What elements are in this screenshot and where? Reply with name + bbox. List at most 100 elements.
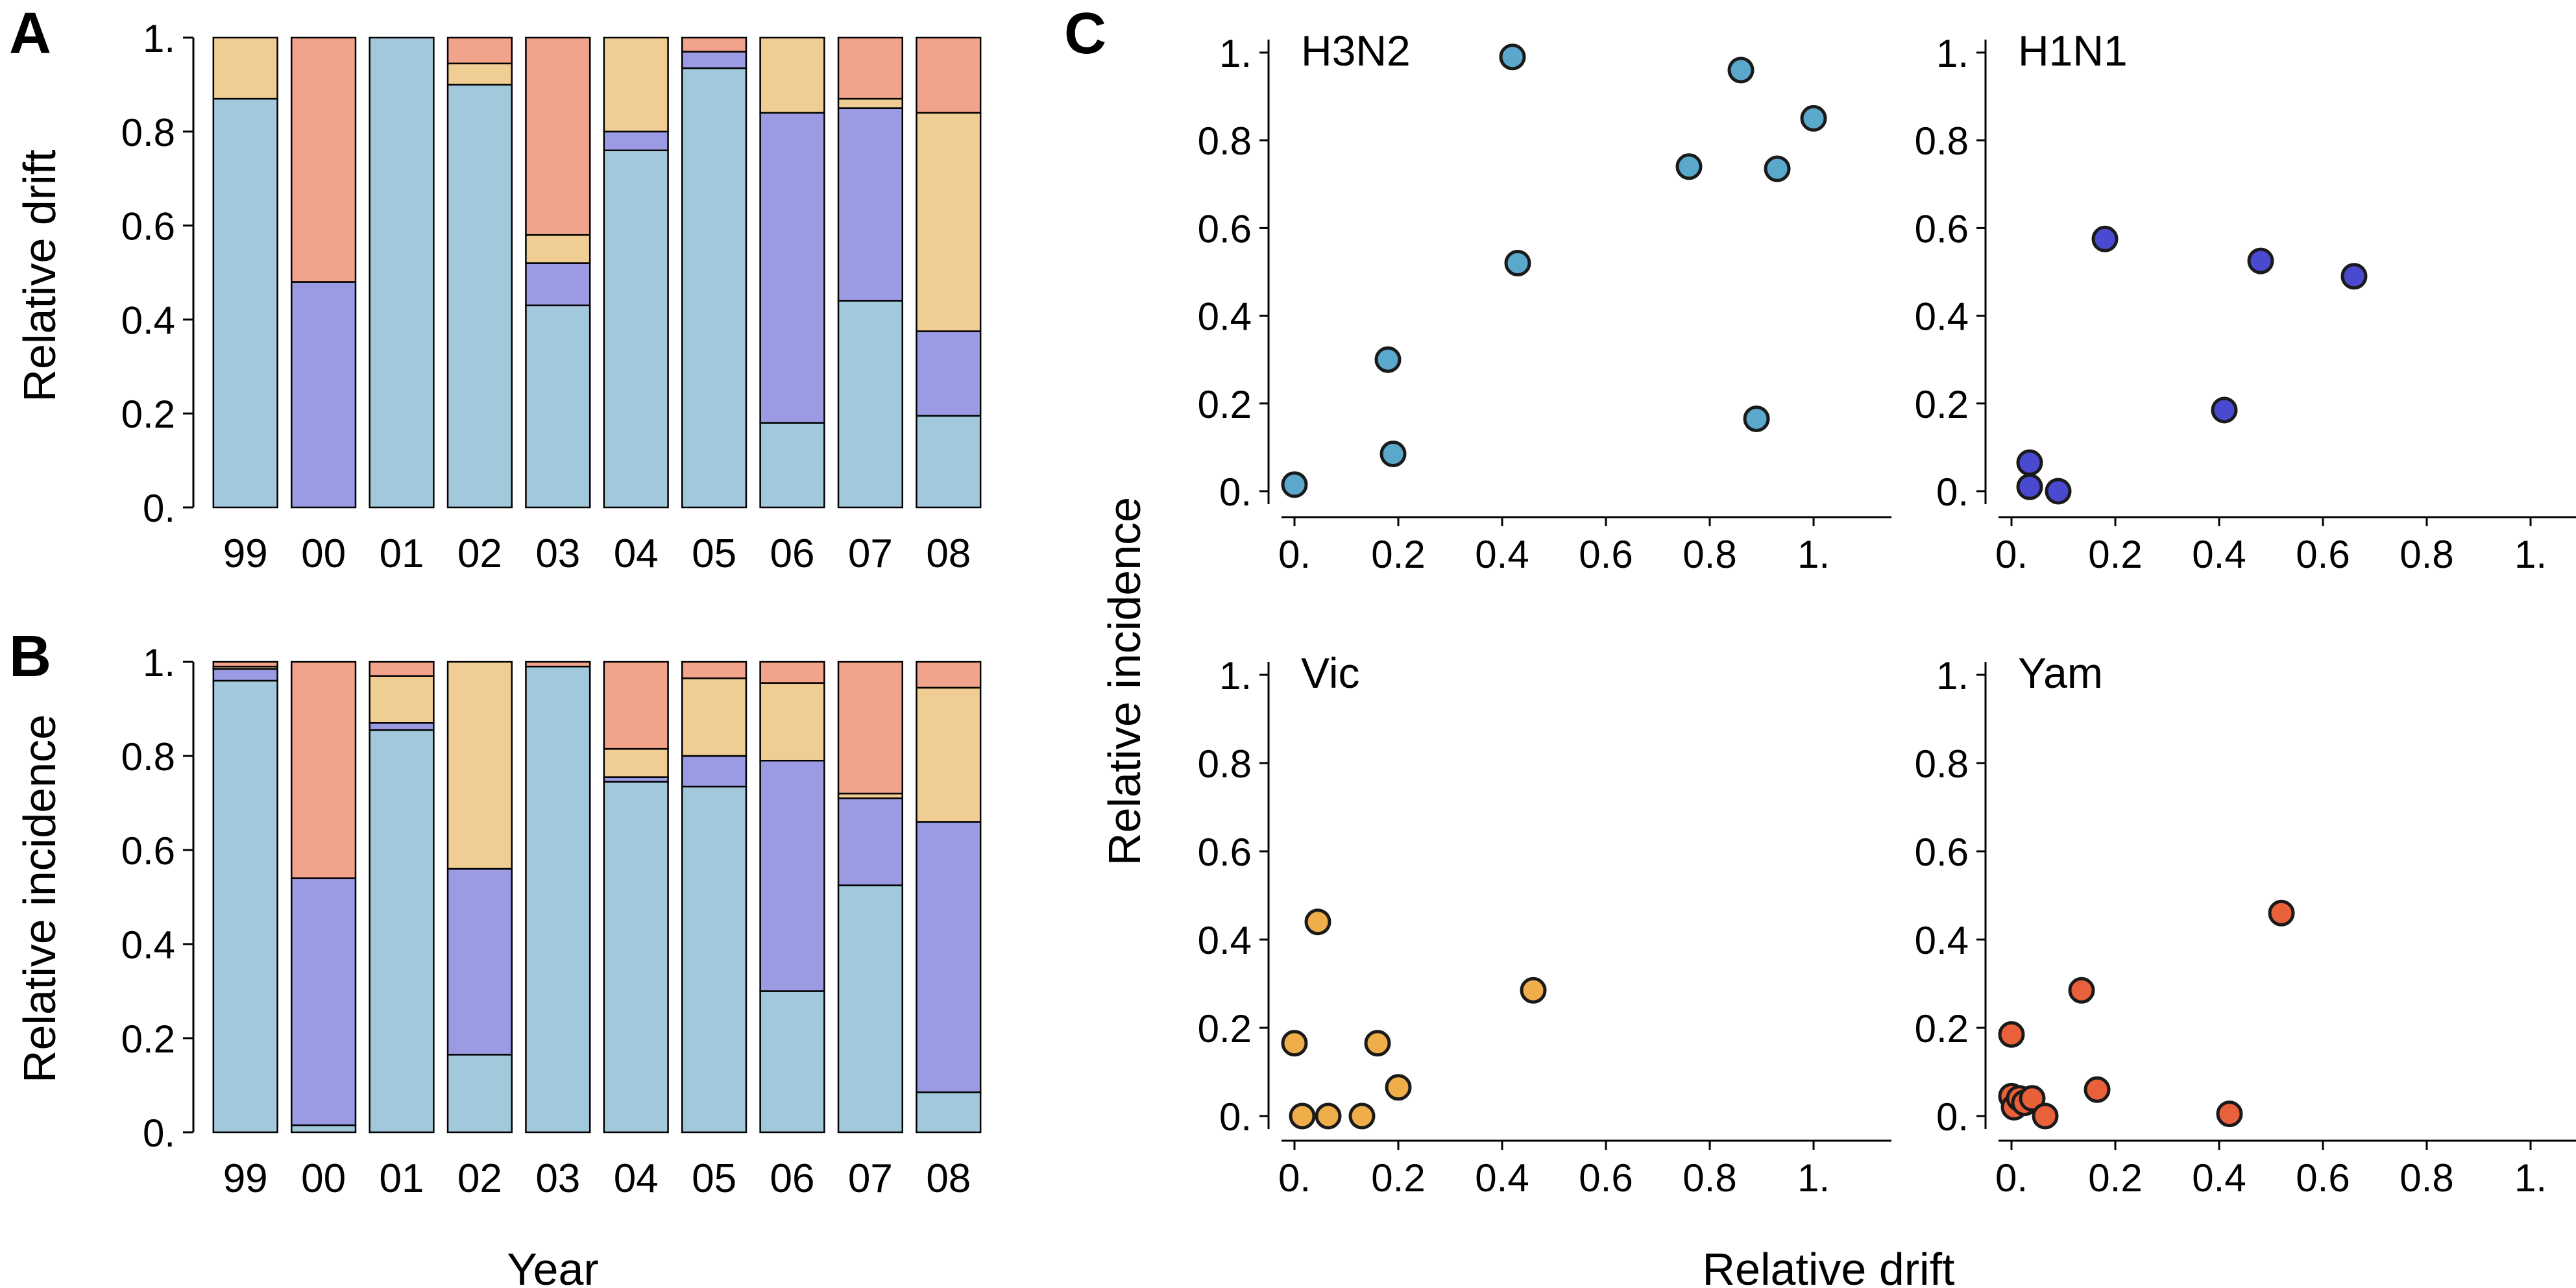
x-tick-label: 0.8 (2400, 1156, 2453, 1200)
scatter-point-yam (1998, 1021, 2025, 1048)
y-tick-label: 0.6 (121, 205, 175, 249)
scatter-point-vic (1348, 1102, 1376, 1130)
x-tick-label: 1. (2514, 533, 2547, 576)
bar-segment-h1n1 (290, 281, 357, 509)
scatter-point-h3n2 (1504, 249, 1531, 276)
bar-segment-h3n2 (212, 97, 278, 509)
x-tick-label: 05 (692, 1156, 736, 1201)
bar-segment-h1n1 (290, 877, 357, 1126)
bar-chart-relative-drift: 0. 0.2 0.4 0.6 0.8 1. 99 00 01 02 03 04 05 06 07 08 (121, 17, 982, 576)
bar-segment-yam (525, 36, 591, 236)
bar-segment-h3n2 (916, 415, 982, 509)
scatter-point-h3n2 (1499, 43, 1526, 71)
x-tick-label: 07 (848, 531, 893, 576)
bar-segment-yam (681, 661, 747, 679)
x-tick-label: 00 (301, 531, 346, 576)
y-tick-label: 0.8 (1915, 119, 1969, 163)
scatter-grid: 0. 0. 0.2 0.2 0.4 0.4 0.6 0.6 0.8 0.8 1. 1. H3N2 0. 0.… (1198, 27, 2576, 1200)
bar-segment-h3n2 (837, 884, 904, 1134)
x-tick-label: 0.2 (2088, 533, 2142, 576)
y-tick-label: 0.4 (1915, 295, 1969, 339)
x-tick-label: 08 (926, 1156, 971, 1201)
scatter-point-h3n2 (1764, 155, 1791, 182)
scatter-point-vic (1281, 1030, 1308, 1057)
y-tick-label: 1. (143, 641, 175, 685)
panel-letter-c: C (1064, 1, 1106, 66)
scatter-point-h1n1 (2340, 263, 2368, 290)
y-tick-label: 0. (1936, 1095, 1969, 1139)
bar-segment-vic (603, 36, 669, 133)
x-tick-label: 99 (223, 1156, 268, 1201)
bar-segment-vic (681, 677, 747, 757)
y-tick-label: 0.8 (1198, 742, 1252, 786)
y-tick-label: 0.2 (121, 1017, 175, 1061)
bar-segment-h3n2 (681, 67, 747, 509)
y-tick-label: 1. (1936, 32, 1969, 75)
x-tick-label: 06 (770, 1156, 815, 1201)
y-tick-label: 0. (1219, 1095, 1252, 1139)
bar-segment-yam (837, 36, 904, 100)
x-tick-label: 0.4 (2192, 533, 2246, 576)
bar-segment-h1n1 (681, 755, 747, 788)
x-tick-label: 03 (535, 1156, 580, 1201)
bar-segment-yam (759, 661, 825, 684)
bar-segment-h3n2 (446, 84, 513, 509)
axis-label-incidence-c: Relative incidence (1099, 497, 1150, 866)
scatter-point-vic (1315, 1102, 1342, 1130)
y-tick-label: 0.4 (1915, 919, 1969, 962)
x-tick-label: 0.2 (1371, 533, 1425, 576)
x-tick-label: 1. (2514, 1156, 2547, 1200)
bar-segment-vic (446, 661, 513, 870)
bar-segment-yam (916, 661, 982, 689)
bar-segment-h1n1 (759, 760, 825, 992)
y-tick-label: 0.2 (121, 393, 175, 436)
y-tick-label: 1. (1219, 32, 1252, 75)
y-tick-label: 0.6 (1198, 831, 1252, 874)
bar-segment-vic (525, 234, 591, 264)
y-tick-label: 0.8 (1198, 119, 1252, 163)
bar-segment-vic (212, 36, 278, 100)
y-tick-label: 0.6 (1198, 207, 1252, 250)
bar-segment-h3n2 (369, 729, 435, 1134)
y-tick-label: 0.8 (1915, 742, 1969, 786)
x-tick-label: 0.4 (2192, 1156, 2246, 1200)
bar-segment-h3n2 (759, 990, 825, 1134)
x-tick-label: 0. (1995, 533, 2028, 576)
bar-segment-yam (681, 36, 747, 53)
x-tick-label: 07 (848, 1156, 893, 1201)
bar-segment-h1n1 (837, 107, 904, 302)
bar-segment-vic (369, 675, 435, 724)
x-tick-label: 0.8 (1683, 1156, 1736, 1200)
x-tick-label: 04 (614, 1156, 659, 1201)
y-tick-label: 0.2 (1915, 1007, 1969, 1051)
axis-label-year: Year (507, 1244, 598, 1288)
axis-label-incidence-b: Relative incidence (14, 714, 65, 1083)
scatter-point-h3n2 (1379, 441, 1407, 468)
bar-segment-h1n1 (759, 112, 825, 424)
scatter-point-h3n2 (1374, 346, 1402, 373)
bar-segment-vic (446, 62, 513, 86)
subplot-label: H3N2 (1301, 27, 1411, 75)
scatter-point-yam (2216, 1100, 2243, 1128)
x-tick-label: 0.4 (1475, 533, 1529, 576)
scatter-point-h1n1 (2091, 225, 2119, 252)
scatter-point-h1n1 (2247, 247, 2274, 274)
bar-segment-vic (837, 97, 904, 109)
bar-segment-h3n2 (446, 1054, 513, 1134)
scatter-point-vic (1304, 908, 1331, 936)
axis-label-drift-a: Relative drift (14, 149, 65, 402)
x-tick-label: 1. (1797, 1156, 1830, 1200)
x-tick-label: 02 (457, 531, 502, 576)
bar-segment-h3n2 (525, 304, 591, 509)
y-tick-label: 0.4 (1198, 919, 1252, 962)
bar-segment-h1n1 (446, 868, 513, 1056)
x-tick-label: 04 (614, 531, 659, 576)
scatter-point-yam (2068, 977, 2095, 1004)
bar-segment-vic (916, 112, 982, 332)
x-tick-label: 1. (1797, 533, 1830, 576)
x-tick-label: 00 (301, 1156, 346, 1201)
bar-chart-relative-incidence: 0. 0.2 0.4 0.6 0.8 1. 99 00 01 02 03 04 05 06 07 08 (121, 641, 982, 1201)
scatter-point-h1n1 (2045, 478, 2072, 505)
y-tick-label: 0.6 (121, 829, 175, 873)
y-tick-label: 0.6 (1915, 207, 1969, 250)
